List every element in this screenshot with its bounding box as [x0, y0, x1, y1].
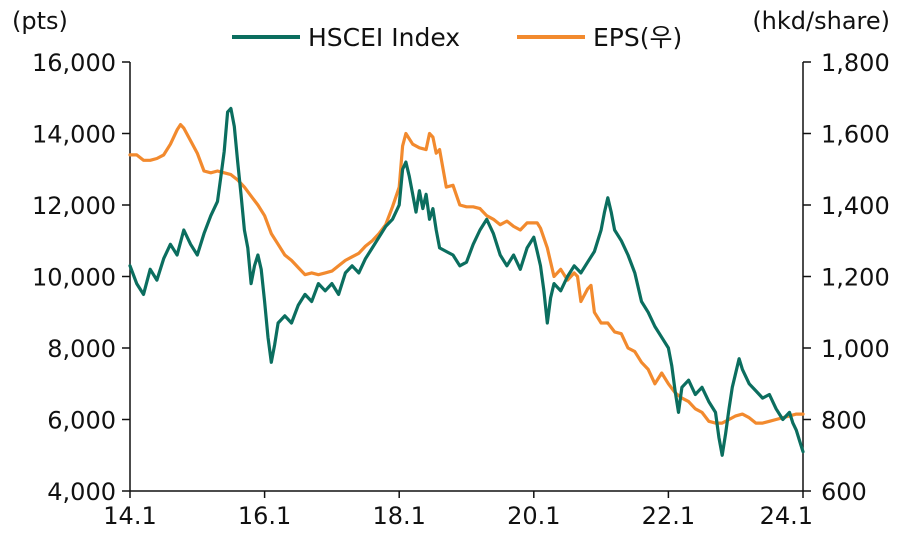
legend-label-eps: EPS(우) [593, 23, 682, 52]
left-y-tick-label: 8,000 [47, 335, 116, 363]
legend: HSCEI Index EPS(우) [232, 23, 682, 52]
tick-layer: 4,000 6,000 8,000 10,000 12,000 14,000 16,000 6… [32, 49, 890, 530]
x-tick-label: 14.1 [103, 502, 156, 530]
left-y-tick-label: 10,000 [32, 264, 116, 292]
left-y-tick-label: 12,000 [32, 192, 116, 220]
right-y-tick-label: 1,200 [821, 264, 890, 292]
x-tick-label: 24.1 [760, 502, 813, 530]
right-y-tick-label: 1,400 [821, 192, 890, 220]
right-y-tick-label: 800 [821, 407, 867, 435]
right-y-tick-label: 1,000 [821, 335, 890, 363]
left-y-tick-label: 14,000 [32, 121, 116, 149]
x-tick-label: 20.1 [507, 502, 560, 530]
x-tick-label: 22.1 [642, 502, 695, 530]
left-y-tick-label: 16,000 [32, 49, 116, 77]
right-y-tick-label: 1,800 [821, 49, 890, 77]
right-y-tick-label: 1,600 [821, 121, 890, 149]
legend-label-hscei: HSCEI Index [308, 23, 460, 52]
left-axis-unit-label: (pts) [12, 7, 68, 35]
series-line-eps [128, 123, 805, 425]
right-axis-unit-label: (hkd/share) [752, 7, 890, 35]
left-y-tick-label: 4,000 [47, 478, 116, 506]
x-tick-label: 16.1 [238, 502, 291, 530]
series-line-hscei [128, 106, 805, 457]
x-tick-label: 18.1 [372, 502, 425, 530]
left-y-tick-label: 6,000 [47, 407, 116, 435]
right-y-tick-label: 600 [821, 478, 867, 506]
series-layer [128, 106, 805, 457]
